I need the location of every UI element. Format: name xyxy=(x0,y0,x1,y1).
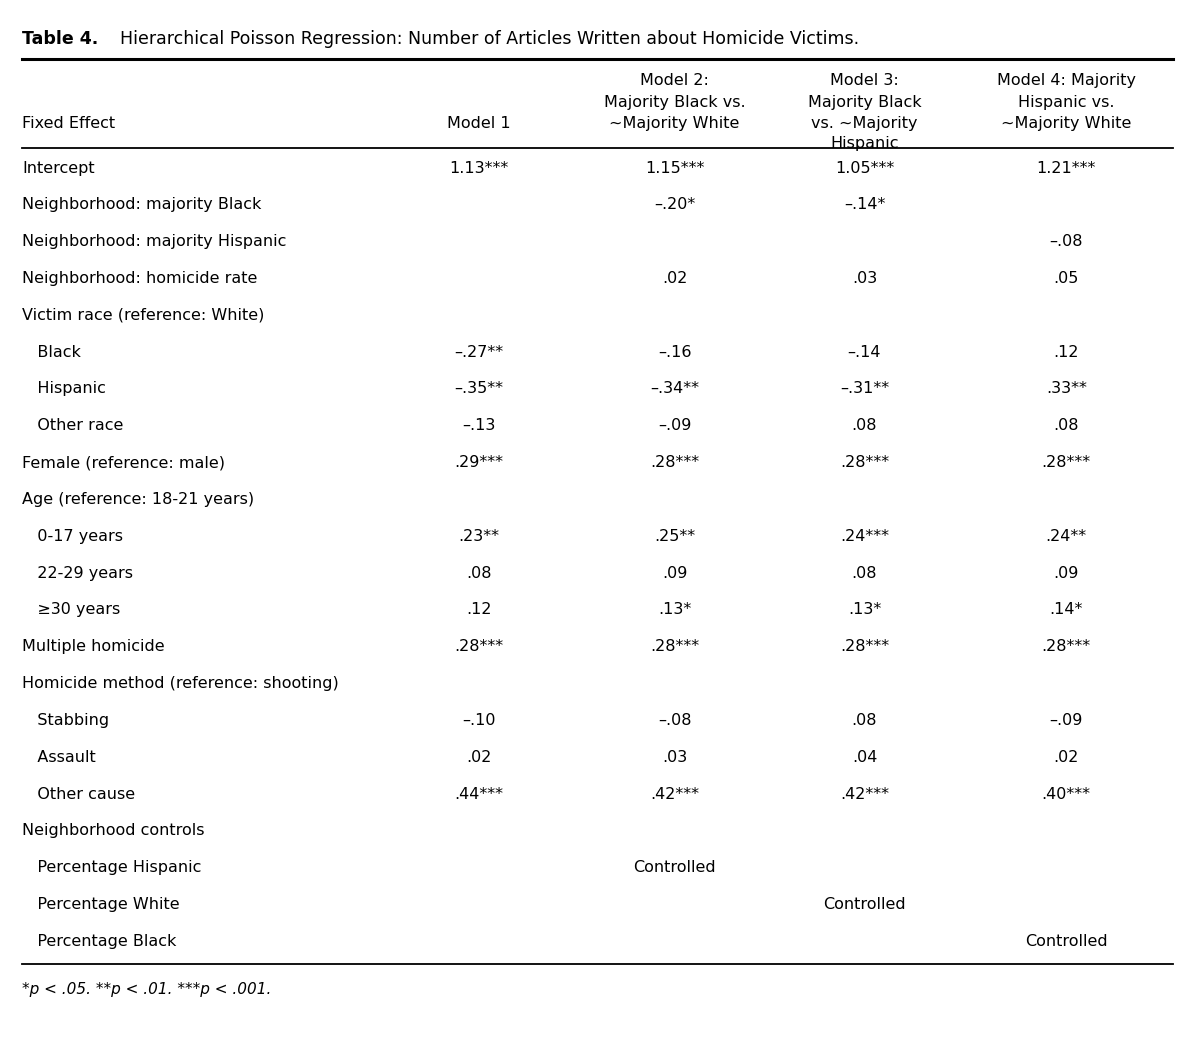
Text: *p < .05. **p < .01. ***p < .001.: *p < .05. **p < .01. ***p < .001. xyxy=(22,982,271,997)
Text: Controlled: Controlled xyxy=(823,897,906,913)
Text: Hispanic vs.: Hispanic vs. xyxy=(1018,94,1115,110)
Text: .25**: .25** xyxy=(654,529,695,543)
Text: Hispanic: Hispanic xyxy=(22,382,106,396)
Text: –.35**: –.35** xyxy=(454,382,503,396)
Text: 1.15***: 1.15*** xyxy=(645,161,704,175)
Text: –.14: –.14 xyxy=(847,344,881,360)
Text: Model 4: Majority: Model 4: Majority xyxy=(997,73,1135,88)
Text: –.08: –.08 xyxy=(658,712,692,728)
Text: .12: .12 xyxy=(1054,344,1079,360)
Text: ~Majority White: ~Majority White xyxy=(609,116,740,132)
Text: .42***: .42*** xyxy=(650,787,699,802)
Text: .02: .02 xyxy=(662,271,687,286)
Text: .42***: .42*** xyxy=(840,787,889,802)
Text: .02: .02 xyxy=(466,750,491,764)
Text: Multiple homicide: Multiple homicide xyxy=(22,639,165,654)
Text: 1.21***: 1.21*** xyxy=(1036,161,1096,175)
Text: Female (reference: male): Female (reference: male) xyxy=(22,455,225,470)
Text: –.31**: –.31** xyxy=(840,382,889,396)
Text: .08: .08 xyxy=(852,712,877,728)
Text: Fixed Effect: Fixed Effect xyxy=(22,116,115,132)
Text: Percentage Hispanic: Percentage Hispanic xyxy=(22,861,201,875)
Text: .24***: .24*** xyxy=(840,529,889,543)
Text: .05: .05 xyxy=(1054,271,1079,286)
Text: .40***: .40*** xyxy=(1042,787,1091,802)
Text: .14*: .14* xyxy=(1049,602,1083,617)
Text: .29***: .29*** xyxy=(454,455,503,470)
Text: 1.05***: 1.05*** xyxy=(835,161,894,175)
Text: .33**: .33** xyxy=(1046,382,1086,396)
Text: Percentage White: Percentage White xyxy=(22,897,179,913)
Text: Victim race (reference: White): Victim race (reference: White) xyxy=(22,308,264,323)
Text: .02: .02 xyxy=(1054,750,1079,764)
Text: ~Majority White: ~Majority White xyxy=(1001,116,1132,132)
Text: 0-17 years: 0-17 years xyxy=(22,529,123,543)
Text: .28***: .28*** xyxy=(1042,455,1091,470)
Text: Percentage Black: Percentage Black xyxy=(22,934,177,949)
Text: Neighborhood controls: Neighborhood controls xyxy=(22,823,204,838)
Text: Hispanic: Hispanic xyxy=(831,136,899,150)
Text: .23**: .23** xyxy=(459,529,500,543)
Text: Majority Black vs.: Majority Black vs. xyxy=(603,94,746,110)
Text: .28***: .28*** xyxy=(650,639,699,654)
Text: Intercept: Intercept xyxy=(22,161,94,175)
Text: Homicide method (reference: shooting): Homicide method (reference: shooting) xyxy=(22,676,338,691)
Text: Majority Black: Majority Black xyxy=(808,94,921,110)
Text: Neighborhood: majority Hispanic: Neighborhood: majority Hispanic xyxy=(22,234,287,249)
Text: Model 2:: Model 2: xyxy=(641,73,709,88)
Text: .28***: .28*** xyxy=(650,455,699,470)
Text: Age (reference: 18-21 years): Age (reference: 18-21 years) xyxy=(22,492,255,507)
Text: Other cause: Other cause xyxy=(22,787,135,802)
Text: .12: .12 xyxy=(466,602,491,617)
Text: .03: .03 xyxy=(852,271,877,286)
Text: –.27**: –.27** xyxy=(454,344,503,360)
Text: –.34**: –.34** xyxy=(650,382,699,396)
Text: 22-29 years: 22-29 years xyxy=(22,565,133,581)
Text: –.10: –.10 xyxy=(462,712,496,728)
Text: –.09: –.09 xyxy=(1049,712,1083,728)
Text: .28***: .28*** xyxy=(840,639,889,654)
Text: .04: .04 xyxy=(852,750,877,764)
Text: –.14*: –.14* xyxy=(844,197,885,213)
Text: .28***: .28*** xyxy=(454,639,503,654)
Text: .13*: .13* xyxy=(848,602,881,617)
Text: .03: .03 xyxy=(662,750,687,764)
Text: .28***: .28*** xyxy=(840,455,889,470)
Text: Neighborhood: homicide rate: Neighborhood: homicide rate xyxy=(22,271,257,286)
Text: vs. ~Majority: vs. ~Majority xyxy=(811,116,918,132)
Text: –.20*: –.20* xyxy=(654,197,695,213)
Text: .08: .08 xyxy=(852,565,877,581)
Text: 1.13***: 1.13*** xyxy=(449,161,508,175)
Text: .08: .08 xyxy=(852,418,877,433)
Text: Other race: Other race xyxy=(22,418,123,433)
Text: Stabbing: Stabbing xyxy=(22,712,109,728)
Text: Assault: Assault xyxy=(22,750,96,764)
Text: Model 1: Model 1 xyxy=(447,116,510,132)
Text: –.16: –.16 xyxy=(658,344,692,360)
Text: –.08: –.08 xyxy=(1049,234,1083,249)
Text: Model 3:: Model 3: xyxy=(831,73,899,88)
Text: Neighborhood: majority Black: Neighborhood: majority Black xyxy=(22,197,262,213)
Text: .08: .08 xyxy=(1054,418,1079,433)
Text: .13*: .13* xyxy=(658,602,691,617)
Text: .24**: .24** xyxy=(1046,529,1086,543)
Text: .28***: .28*** xyxy=(1042,639,1091,654)
Text: Controlled: Controlled xyxy=(633,861,716,875)
Text: .09: .09 xyxy=(662,565,687,581)
Text: Black: Black xyxy=(22,344,81,360)
Text: Hierarchical Poisson Regression: Number of Articles Written about Homicide Victi: Hierarchical Poisson Regression: Number … xyxy=(109,30,859,48)
Text: Table 4.: Table 4. xyxy=(22,30,98,48)
Text: .09: .09 xyxy=(1054,565,1079,581)
Text: .08: .08 xyxy=(466,565,491,581)
Text: Controlled: Controlled xyxy=(1025,934,1108,949)
Text: –.13: –.13 xyxy=(462,418,496,433)
Text: –.09: –.09 xyxy=(658,418,692,433)
Text: ≥30 years: ≥30 years xyxy=(22,602,121,617)
Text: .44***: .44*** xyxy=(454,787,503,802)
